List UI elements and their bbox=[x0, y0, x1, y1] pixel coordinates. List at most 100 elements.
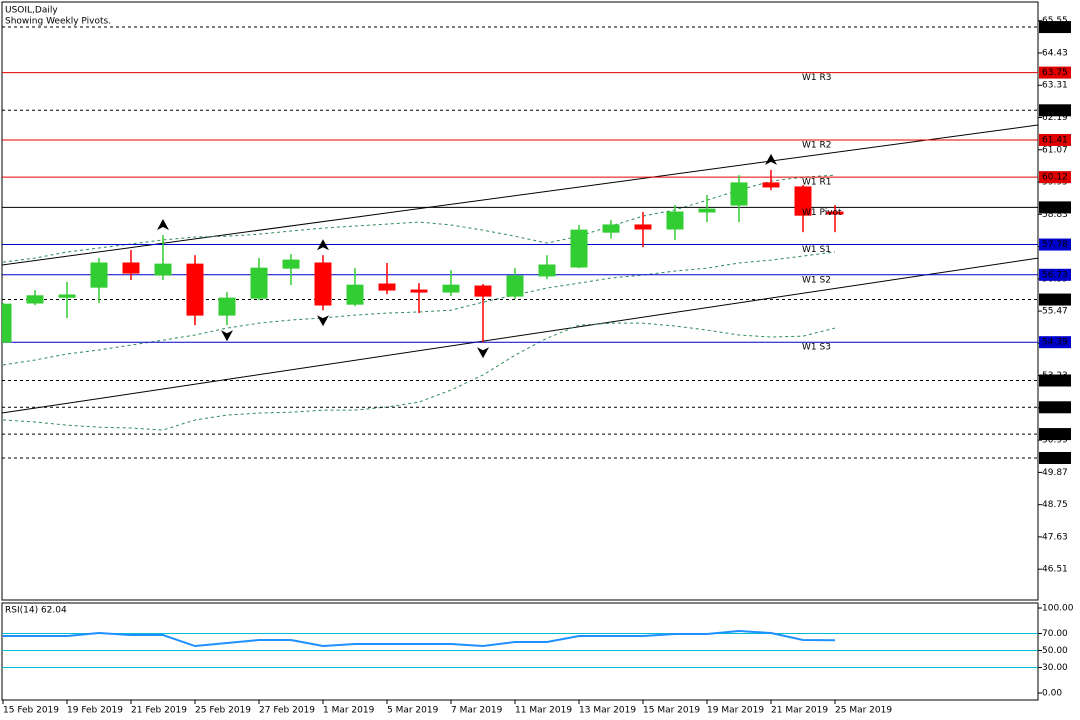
candle-body bbox=[794, 186, 812, 216]
y-tick-label: 50.00 bbox=[1042, 646, 1068, 656]
candle-body bbox=[666, 211, 684, 230]
y-tick-label: 30.00 bbox=[1042, 663, 1068, 673]
level-value: 60.12 bbox=[1042, 173, 1068, 183]
level-value: 56.73 bbox=[1042, 270, 1068, 280]
level-tag bbox=[1039, 401, 1071, 414]
level-tag bbox=[1039, 21, 1071, 34]
level-value: 55.87 bbox=[1042, 295, 1068, 305]
x-tick-label: 25 Mar 2019 bbox=[835, 706, 892, 716]
level-tag bbox=[1039, 336, 1071, 349]
candle-body bbox=[570, 229, 588, 268]
x-tick-label: 11 Mar 2019 bbox=[515, 706, 572, 716]
x-tick-label: 5 Mar 2019 bbox=[387, 706, 439, 716]
y-tick-label: 58.83 bbox=[1042, 210, 1068, 220]
level-name: W1 S2 bbox=[802, 275, 831, 285]
y-tick-label: 55.47 bbox=[1042, 307, 1068, 317]
x-tick-label: 15 Feb 2019 bbox=[3, 706, 59, 716]
level-tag bbox=[1039, 201, 1071, 214]
candle-body bbox=[698, 208, 716, 213]
y-tick-label: 0.00 bbox=[1042, 689, 1062, 699]
y-tick-label: 64.43 bbox=[1042, 48, 1068, 58]
level-value: 61.41 bbox=[1042, 135, 1068, 145]
x-tick-label: 25 Feb 2019 bbox=[195, 706, 251, 716]
level-tag bbox=[1039, 428, 1071, 441]
candle-body bbox=[2, 303, 12, 343]
candle-body bbox=[762, 182, 780, 188]
trend-line bbox=[2, 124, 1038, 266]
candle-body bbox=[218, 297, 236, 316]
candle-body bbox=[122, 262, 140, 274]
level-value: 53.06 bbox=[1042, 376, 1068, 386]
level-name: W1 S3 bbox=[802, 343, 831, 353]
fractal-down bbox=[221, 330, 233, 342]
fractal-down bbox=[317, 315, 329, 327]
rsi-plot bbox=[2, 630, 1038, 669]
candle-body bbox=[538, 264, 556, 277]
level-value: 51.20 bbox=[1042, 430, 1068, 440]
level-tag bbox=[1039, 66, 1071, 79]
candle-body bbox=[602, 224, 620, 233]
level-value: 57.78 bbox=[1042, 240, 1068, 250]
level-value: 54.39 bbox=[1042, 338, 1068, 348]
candle-body bbox=[410, 289, 428, 293]
chart-title: USOIL,Daily bbox=[5, 6, 58, 16]
fractal-down bbox=[477, 347, 489, 359]
x-tick-label: 19 Mar 2019 bbox=[707, 706, 764, 716]
x-tick-label: 21 Feb 2019 bbox=[131, 706, 187, 716]
candle-body bbox=[346, 284, 364, 305]
main-panel bbox=[1, 1, 1039, 601]
level-name: W1 Pivot bbox=[802, 208, 842, 218]
level-tag bbox=[1039, 374, 1071, 387]
level-tag bbox=[1039, 104, 1071, 117]
candle-body bbox=[314, 262, 332, 306]
y-tick-label: 63.31 bbox=[1042, 81, 1068, 91]
candle-body bbox=[730, 182, 748, 206]
x-tick-label: 21 Mar 2019 bbox=[771, 706, 828, 716]
y-tick-label: 100.00 bbox=[1042, 604, 1074, 614]
candle-body bbox=[186, 263, 204, 316]
candle-body bbox=[826, 211, 844, 215]
y-tick-label: 49.87 bbox=[1042, 468, 1068, 478]
candle-body bbox=[250, 267, 268, 299]
x-tick-label: 13 Mar 2019 bbox=[579, 706, 636, 716]
level-value: 63.75 bbox=[1042, 68, 1068, 78]
rsi-panel bbox=[1, 602, 1039, 701]
band-line bbox=[2, 174, 836, 263]
band-line bbox=[2, 251, 836, 366]
y-tick-label: 70.00 bbox=[1042, 629, 1068, 639]
x-tick-label: 15 Mar 2019 bbox=[643, 706, 700, 716]
fractal-up bbox=[157, 219, 169, 231]
x-tick-label: 27 Feb 2019 bbox=[259, 706, 315, 716]
level-tag bbox=[1039, 293, 1071, 306]
overlay: USOIL,Daily Showing Weekly Pivots. RSI(1… bbox=[2, 6, 1074, 716]
candle-body bbox=[474, 285, 492, 297]
x-tick-label: 19 Feb 2019 bbox=[67, 706, 123, 716]
band-line bbox=[2, 322, 836, 431]
level-tag bbox=[1039, 451, 1071, 464]
main-plot bbox=[2, 26, 1038, 459]
candle-body bbox=[378, 283, 396, 291]
candle-body bbox=[26, 295, 44, 304]
x-tick-label: 1 Mar 2019 bbox=[323, 706, 375, 716]
rsi-title: RSI(14) 62.04 bbox=[5, 606, 67, 616]
candle-body bbox=[506, 275, 524, 297]
level-value: 50.37 bbox=[1042, 453, 1068, 463]
fractal-up bbox=[765, 153, 777, 165]
candle-body bbox=[442, 284, 460, 293]
candle-body bbox=[634, 224, 652, 230]
candle-body bbox=[90, 262, 108, 288]
y-tick-label: 48.75 bbox=[1042, 500, 1068, 510]
x-tick-label: 7 Mar 2019 bbox=[451, 706, 503, 716]
level-tag bbox=[1039, 238, 1071, 251]
candle-body bbox=[58, 294, 76, 298]
level-name: W1 R3 bbox=[802, 73, 831, 83]
fractal-up bbox=[317, 239, 329, 251]
level-tag bbox=[1039, 133, 1071, 146]
y-tick-label: 62.19 bbox=[1042, 113, 1068, 123]
level-value: 52.13 bbox=[1042, 403, 1068, 413]
y-tick-label: 61.07 bbox=[1042, 145, 1068, 155]
level-tag bbox=[1039, 268, 1071, 281]
rsi-line bbox=[3, 630, 836, 648]
